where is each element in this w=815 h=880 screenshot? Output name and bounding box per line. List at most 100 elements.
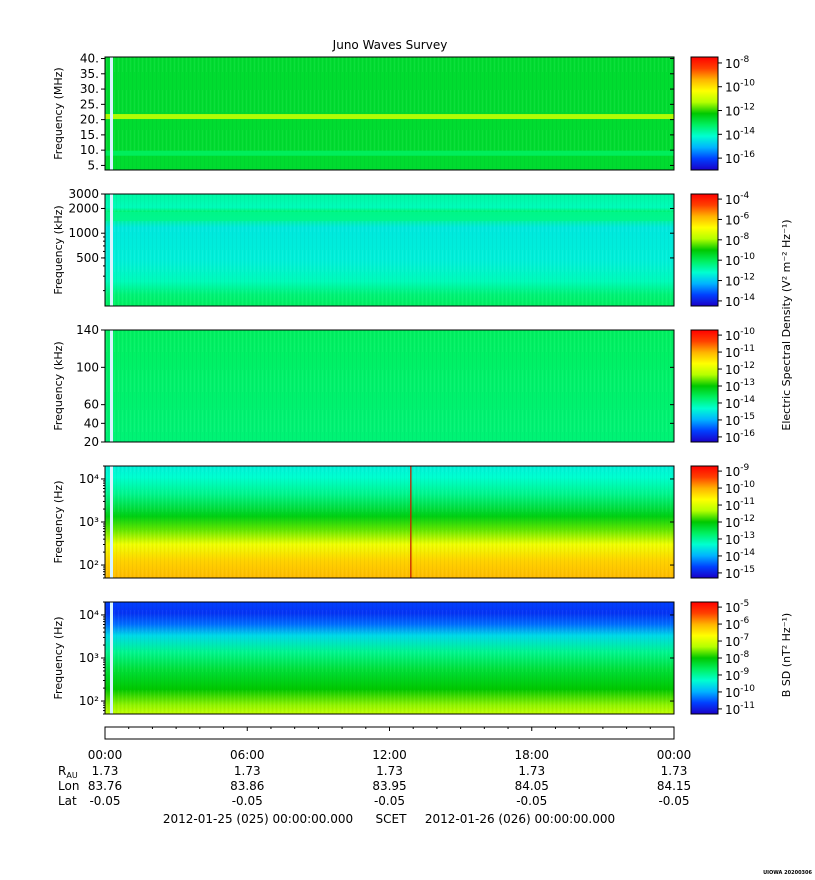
ephemeris-value: -0.05 <box>232 794 263 808</box>
data-gap-stripe <box>110 466 113 578</box>
colorbar-tick-label: 10-14 <box>725 293 755 309</box>
colorbar: 10-4 10-6 10-8 10-10 10-12 10-14 <box>690 191 755 309</box>
footer-end-time: 2012-01-26 (026) 00:00:00.000 <box>425 812 615 826</box>
colorbar-tick-label: 10-10 <box>725 480 755 496</box>
y-tick-label: 60 <box>84 398 99 412</box>
colorbar-tick-label: 10-8 <box>725 232 750 248</box>
time-tick-label: 06:00 <box>230 748 265 762</box>
y-axis-label: Frequency (Hz) <box>52 617 65 700</box>
colorbar-tick-label: 10-14 <box>725 548 755 564</box>
colorbar-gradient <box>690 601 719 715</box>
y-tick-label: 40 <box>84 416 99 430</box>
emission-band-2 <box>105 150 674 156</box>
y-axis-label: Frequency (kHz) <box>52 205 65 294</box>
y-tick-label: 25. <box>80 97 99 111</box>
ephemeris-value: -0.05 <box>658 794 689 808</box>
y-tick-label: 15. <box>80 128 99 142</box>
colorbar-tick-label: 10-9 <box>725 667 750 683</box>
y-tick-label: 10⁴ <box>79 608 99 622</box>
colorbar-gradient <box>690 465 719 579</box>
panel-frame <box>104 193 675 307</box>
colorbar-tick-label: 10-6 <box>725 211 750 227</box>
ephemeris-value: 83.86 <box>230 779 264 793</box>
colorbar-tick-label: 10-8 <box>725 650 750 666</box>
colorbar-gradient <box>690 193 719 307</box>
emission-band-1 <box>105 211 674 221</box>
ephemeris-value: 83.76 <box>88 779 122 793</box>
y-tick-label: 10³ <box>79 515 99 529</box>
colorbar-tick-label: 10-12 <box>725 514 755 530</box>
panel-frame <box>104 329 675 443</box>
data-gap-stripe <box>110 194 113 306</box>
ephemeris-value: 1.73 <box>661 764 688 778</box>
ephemeris-value: 1.73 <box>376 764 403 778</box>
colorbar-gradient <box>690 329 719 443</box>
colorbar: 10-8 10-10 10-12 10-14 10-16 <box>690 55 755 171</box>
emission-band-1 <box>105 114 674 120</box>
y-tick-label: 3000 <box>68 187 99 201</box>
time-tick-label: 12:00 <box>372 748 407 762</box>
spectrogram-texture <box>105 466 674 578</box>
colorbar-tick-label: 10-14 <box>725 126 755 142</box>
y-tick-label: 2000 <box>68 201 99 215</box>
spectrogram-texture <box>105 602 674 714</box>
y-tick-label: 30. <box>80 82 99 96</box>
data-gap-stripe <box>110 57 113 170</box>
colorbar-tick-label: 10-15 <box>725 565 755 581</box>
colorbar-tick-label: 10-14 <box>725 395 755 411</box>
spectrogram-panels: 5.10.15.20. 25.30.35.40. Frequency (MHz) 10… <box>52 52 755 717</box>
colorbar-tick-label: 10-11 <box>725 344 755 360</box>
footer-start-time: 2012-01-25 (025) 00:00:00.000 <box>163 812 353 826</box>
colorbar-tick-label: 10-10 <box>725 79 755 95</box>
y-tick-label: 20 <box>84 435 99 449</box>
spectrogram-texture <box>105 330 674 442</box>
colorbar-tick-label: 10-16 <box>725 150 755 166</box>
colorbar-tick-label: 10-12 <box>725 273 755 289</box>
y-tick-label: 10³ <box>79 651 99 665</box>
colorbar-tick-label: 10-11 <box>725 701 755 717</box>
y-tick-label: 40. <box>80 52 99 66</box>
y-tick-label: 140 <box>76 323 99 337</box>
y-tick-label: 10⁴ <box>79 472 99 486</box>
colorbar-tick-label: 10-10 <box>725 327 755 343</box>
y-tick-label: 35. <box>80 67 99 81</box>
y-tick-label: 20. <box>80 113 99 127</box>
ephemeris-value: 84.05 <box>515 779 549 793</box>
y-axis-label: Frequency (Hz) <box>52 481 65 564</box>
y-tick-label: 1000 <box>68 226 99 240</box>
y-axis-label: Frequency (MHz) <box>52 67 65 159</box>
y-tick-label: 100 <box>76 360 99 374</box>
colorbar-tick-label: 10-10 <box>725 252 755 268</box>
figure-title: Juno Waves Survey <box>332 38 448 52</box>
colorbar-tick-label: 10-7 <box>725 633 749 649</box>
colorbar-tick-label: 10-15 <box>725 412 755 428</box>
ephemeris-value: 1.73 <box>234 764 261 778</box>
colorbar-tick-label: 10-13 <box>725 531 755 547</box>
ephemeris-value: 1.73 <box>92 764 119 778</box>
ephemeris-value: -0.05 <box>374 794 405 808</box>
y-axis-label: Frequency (kHz) <box>52 341 65 430</box>
y-tick-label: 5. <box>88 158 99 172</box>
y-tick-label: 10² <box>79 558 99 572</box>
colorbar-tick-label: 10-13 <box>725 378 755 394</box>
colorbar-tick-label: 10-11 <box>725 497 755 513</box>
colorbar-tick-label: 10-12 <box>725 361 755 377</box>
magnetic-colorbar-label: B SD (nT² Hz⁻¹) <box>780 613 793 697</box>
time-tick-label: 18:00 <box>514 748 549 762</box>
time-tick-label: 00:00 <box>88 748 123 762</box>
ephemeris-row-label: Lat <box>58 794 77 808</box>
electric-colorbar-label: Electric Spectral Density (V² m⁻² Hz⁻¹) <box>780 219 793 430</box>
ephemeris-value: 83.95 <box>372 779 406 793</box>
credit-text: UIOWA 20200306 <box>763 870 812 876</box>
colorbar-tick-label: 10-16 <box>725 429 755 445</box>
colorbar-tick-label: 10-8 <box>725 55 750 71</box>
time-axis: 00:001.7383.76-0.0506:001.7383.86-0.0512… <box>58 726 691 808</box>
data-gap-stripe <box>110 330 113 442</box>
ephemeris-value: 84.15 <box>657 779 691 793</box>
y-tick-label: 10² <box>79 694 99 708</box>
spectrogram-panel-1: 5.10.15.20. 25.30.35.40. Frequency (MHz) 10… <box>52 52 755 173</box>
